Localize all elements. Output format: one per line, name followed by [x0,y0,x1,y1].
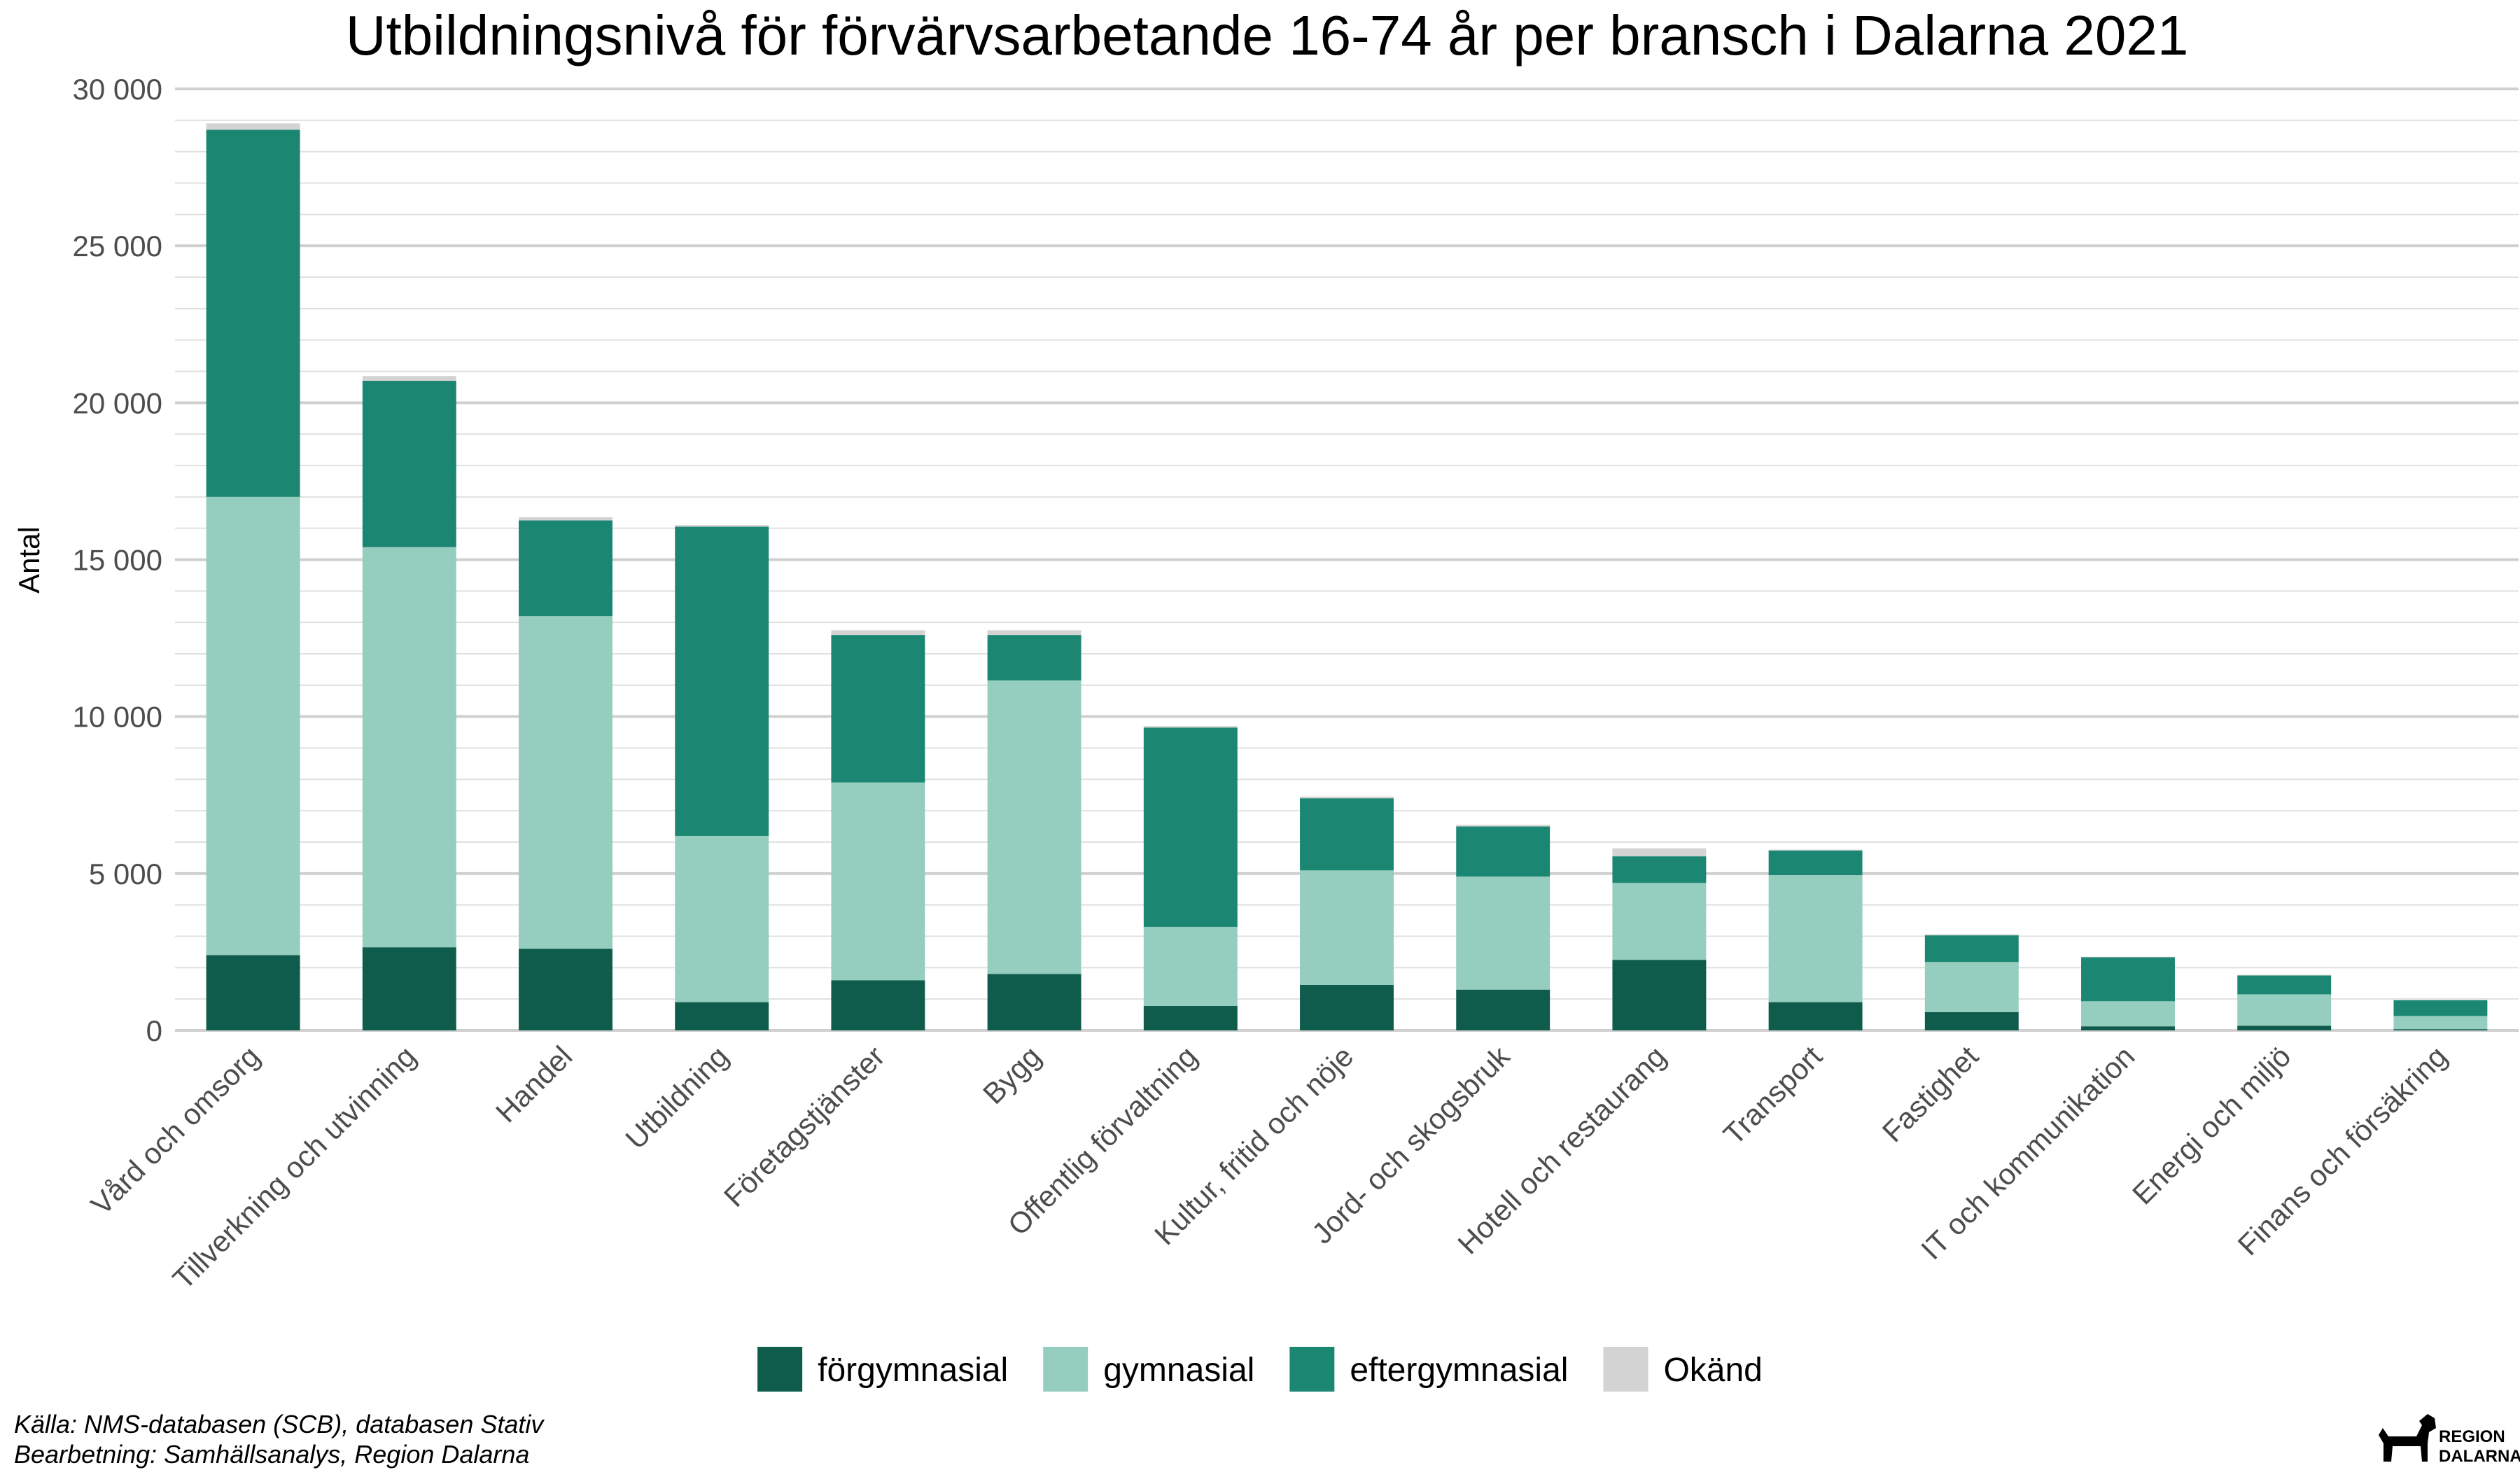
chart-title: Utbildningsnivå för förvärvsarbetande 16… [346,4,2189,66]
bar-segment-4 [206,123,300,130]
bar-segment-1 [2393,1029,2488,1030]
bar-segment-3 [2237,975,2332,995]
bar-segment-1 [1924,1011,2019,1030]
bar-segment-3 [2393,1000,2488,1016]
bars [206,123,2488,1030]
bar-segment-3 [206,130,300,497]
x-tick-label: Bygg [976,1040,1047,1110]
bar-segment-3 [1768,850,1863,876]
legend-swatch [757,1347,803,1392]
bar-segment-4 [1300,796,1394,799]
y-axis-ticks: 0 5 000 10 000 15 000 20 000 25 000 30 000 [73,73,162,1047]
y-tick-label: 25 000 [73,230,162,262]
y-tick-label: 0 [146,1014,162,1047]
bar-segment-2 [2237,994,2332,1026]
y-axis-label: Antal [13,526,46,594]
bar-segment-4 [1456,825,1550,827]
bar-segment-2 [1612,883,1707,960]
bar-segment-2 [831,782,925,981]
bar-segment-2 [519,616,612,949]
x-tick-label: Energi och miljö [2126,1040,2297,1211]
region-dalarna-logo: REGION DALARNA [2379,1414,2520,1466]
bar-segment-1 [987,974,1082,1030]
caption-processing: Bearbetning: Samhällsanalys, Region Dala… [14,1440,529,1469]
bar-segment-3 [1456,826,1550,877]
bar-segment-3 [1612,856,1707,883]
caption-source: Källa: NMS-databasen (SCB), databasen St… [14,1410,545,1438]
bar-segment-1 [2081,1026,2175,1030]
bar-segment-3 [1300,798,1394,871]
bar-segment-2 [1768,875,1863,1002]
bar-segment-2 [2393,1016,2488,1030]
bar-segment-2 [2081,1001,2175,1027]
bar-segment-4 [1924,934,2019,936]
bar-segment-2 [675,836,769,1002]
dala-horse-icon [2379,1414,2436,1462]
x-tick-label: Vård och omsorg [85,1040,266,1221]
bar-segment-4 [1612,848,1707,857]
legend-label: förgymnasial [818,1352,1008,1389]
legend-swatch [1603,1347,1648,1392]
y-tick-label: 15 000 [73,544,162,577]
legend: förgymnasial gymnasial eftergymnasial Okänd [757,1347,1763,1392]
logo-text-dalarna: DALARNA [2439,1447,2520,1466]
x-tick-label: Fastighet [1876,1040,1985,1149]
bar-segment-1 [206,955,300,1030]
bar-segment-3 [987,635,1082,681]
bar-segment-3 [831,635,925,783]
bar-segment-1 [1768,1002,1863,1030]
bar-segment-4 [831,630,925,636]
y-tick-label: 20 000 [73,386,162,419]
legend-label: eftergymnasial [1350,1352,1568,1389]
bar-segment-2 [1456,876,1550,990]
bar-segment-4 [675,525,769,527]
logo-text-region: REGION [2439,1427,2505,1446]
bar-segment-1 [519,948,612,1030]
bar-segment-3 [1924,935,2019,962]
bar-segment-1 [1143,1006,1238,1030]
y-tick-label: 30 000 [73,73,162,106]
bar-segment-2 [362,547,456,948]
legend-label: gymnasial [1103,1352,1254,1389]
y-tick-label: 5 000 [89,858,162,890]
bar-segment-1 [2237,1026,2332,1030]
x-tick-label: Utbildning [619,1040,734,1155]
x-tick-label: Företagstjänster [718,1040,891,1213]
bar-segment-4 [2237,974,2332,976]
bar-segment-2 [1143,927,1238,1007]
bar-segment-4 [519,517,612,521]
bar-segment-3 [1143,727,1238,927]
y-tick-label: 10 000 [73,701,162,734]
bar-segment-3 [2081,957,2175,1002]
legend-swatch [1043,1347,1088,1392]
bar-segment-4 [2081,956,2175,958]
bar-segment-4 [362,376,456,381]
bar-segment-1 [675,1002,769,1030]
bar-segment-3 [675,526,769,836]
bar-segment-2 [206,496,300,955]
bar-segment-3 [362,380,456,547]
bar-segment-2 [987,680,1082,974]
x-tick-label: Transport [1717,1040,1828,1151]
legend-label: Okänd [1663,1352,1762,1389]
bar-segment-1 [1300,984,1394,1030]
bar-segment-3 [519,520,612,617]
bar-segment-1 [831,980,925,1030]
bar-segment-1 [362,947,456,1030]
bar-segment-4 [987,630,1082,636]
x-tick-label: Handel [489,1040,578,1128]
bar-segment-2 [1924,962,2019,1012]
bar-segment-2 [1300,870,1394,985]
legend-swatch [1289,1347,1335,1392]
bar-segment-1 [1456,989,1550,1030]
bar-segment-4 [1143,726,1238,728]
bar-segment-1 [1612,960,1707,1030]
